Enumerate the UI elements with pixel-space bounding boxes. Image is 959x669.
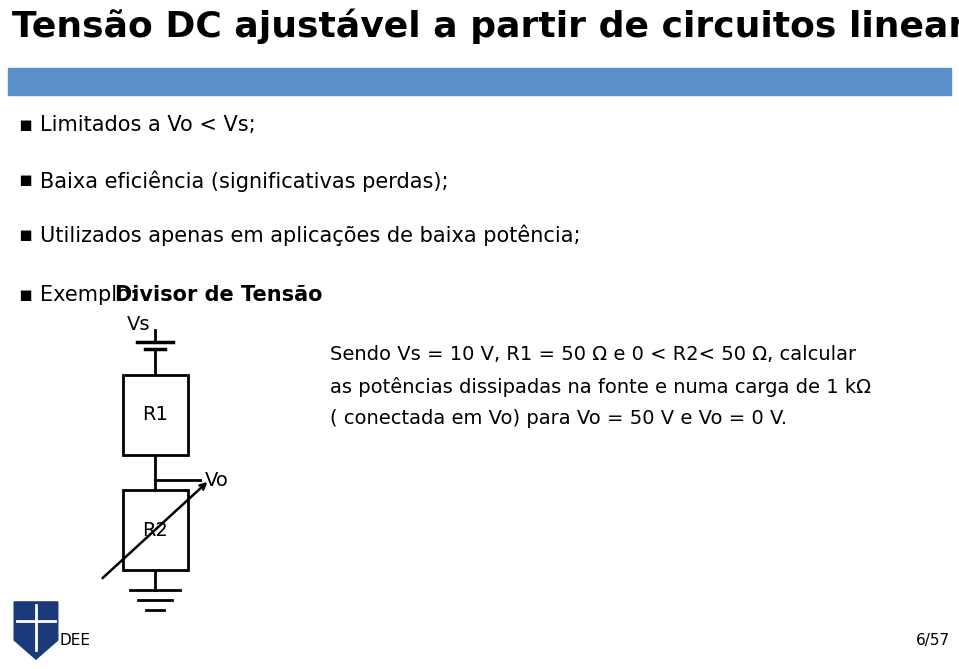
Text: ▪: ▪	[18, 225, 32, 245]
Text: ▪: ▪	[18, 170, 32, 190]
Text: Divisor de Tensão: Divisor de Tensão	[115, 285, 322, 305]
Text: ▪: ▪	[18, 285, 32, 305]
Text: Utilizados apenas em aplicações de baixa potência;: Utilizados apenas em aplicações de baixa…	[40, 225, 580, 246]
Text: ( conectada em Vo) para Vo = 50 V e Vo = 0 V.: ( conectada em Vo) para Vo = 50 V e Vo =…	[330, 409, 787, 428]
Text: Tensão DC ajustável a partir de circuitos lineares:: Tensão DC ajustável a partir de circuito…	[12, 8, 959, 43]
Bar	[8, 68, 951, 95]
Text: Vs: Vs	[127, 316, 150, 334]
Bar	[123, 490, 188, 570]
Text: DEE: DEE	[59, 633, 90, 648]
Bar	[123, 375, 188, 455]
Text: R2: R2	[142, 520, 168, 539]
Text: Vo: Vo	[205, 470, 229, 490]
Polygon shape	[14, 602, 58, 659]
Text: as potências dissipadas na fonte e numa carga de 1 kΩ: as potências dissipadas na fonte e numa …	[330, 377, 871, 397]
Text: Exemplo:: Exemplo:	[40, 285, 144, 305]
Text: R1: R1	[142, 405, 168, 425]
Text: Sendo Vs = 10 V, R1 = 50 Ω e 0 < R2< 50 Ω, calcular: Sendo Vs = 10 V, R1 = 50 Ω e 0 < R2< 50 …	[330, 345, 856, 364]
Text: Limitados a Vo < Vs;: Limitados a Vo < Vs;	[40, 115, 256, 135]
Text: Baixa eficiência (significativas perdas);: Baixa eficiência (significativas perdas)…	[40, 170, 449, 191]
Text: ▪: ▪	[18, 115, 32, 135]
Text: 6/57: 6/57	[916, 633, 950, 648]
